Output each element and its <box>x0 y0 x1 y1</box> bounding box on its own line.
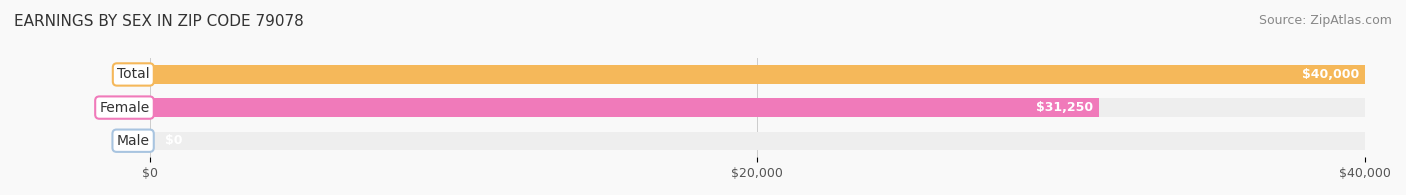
Text: EARNINGS BY SEX IN ZIP CODE 79078: EARNINGS BY SEX IN ZIP CODE 79078 <box>14 14 304 29</box>
Bar <box>149 98 1365 117</box>
Text: Source: ZipAtlas.com: Source: ZipAtlas.com <box>1258 14 1392 27</box>
Bar <box>149 132 1365 150</box>
Text: Female: Female <box>100 101 149 115</box>
Text: Total: Total <box>117 67 149 82</box>
Bar <box>149 65 1365 84</box>
Text: $0: $0 <box>165 134 183 147</box>
Bar <box>149 65 1365 84</box>
Text: Male: Male <box>117 134 149 148</box>
Bar <box>149 98 1099 117</box>
Text: $40,000: $40,000 <box>1302 68 1360 81</box>
Text: $31,250: $31,250 <box>1036 101 1092 114</box>
